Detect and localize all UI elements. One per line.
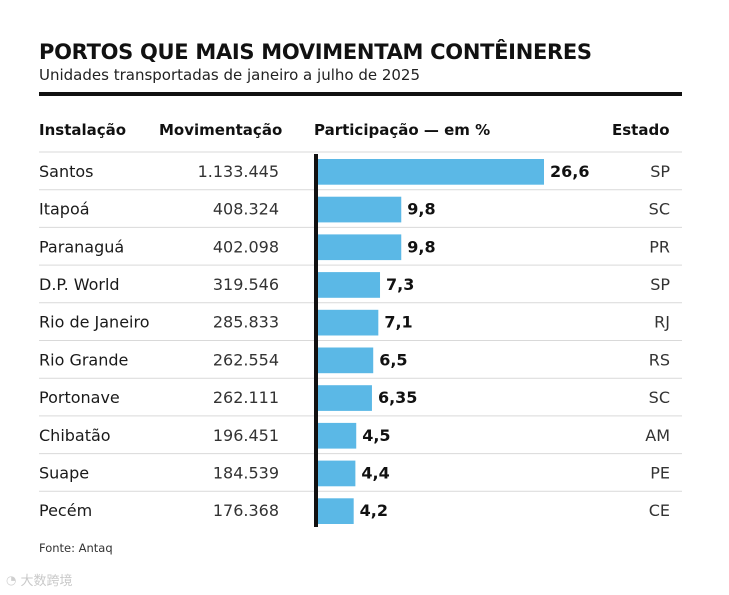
watermark: ◔ 大数跨境 [6,570,73,590]
row-movement-value: 319.546 [213,275,279,294]
share-bar [318,309,379,336]
share-value-label: 9,8 [407,200,435,219]
row-movement-value: 176.368 [213,501,279,520]
share-bar [318,422,357,449]
chart-subtitle: Unidades transportadas de janeiro a julh… [39,66,421,84]
row-state-value: AM [645,426,670,445]
column-header-share: Participação — em % [314,121,491,139]
share-bar [318,234,402,261]
share-bar [318,498,354,524]
row-installation-label: Rio Grande [39,350,128,369]
share-value-label: 7,1 [384,313,412,332]
share-value-label: 4,2 [360,501,388,520]
source-note: Fonte: Antaq [39,541,113,555]
column-header-movement: Movimentação [159,121,283,139]
row-state-value: RJ [654,313,670,332]
watermark-text: 大数跨境 [20,574,73,589]
share-bar [318,159,544,185]
share-value-label: 7,3 [386,275,414,294]
share-bar [318,385,372,411]
share-value-label: 4,5 [362,426,390,445]
row-movement-value: 262.554 [213,350,279,369]
row-state-value: PE [650,463,670,482]
share-value-label: 6,5 [379,350,407,369]
share-value-label: 6,35 [378,388,417,407]
row-installation-label: D.P. World [39,275,120,294]
row-state-value: SP [650,275,670,294]
row-movement-value: 402.098 [213,237,279,256]
watermark-icon: ◔ [6,572,17,587]
row-installation-label: Santos [39,162,94,181]
share-bar [318,196,402,223]
title-divider [39,92,682,96]
row-movement-value: 1.133.445 [198,162,279,181]
share-value-label: 26,6 [550,162,589,181]
column-header-installation: Instalação [39,121,127,139]
row-installation-label: Chibatão [39,426,111,445]
row-installation-label: Itapoá [39,200,90,219]
row-installation-label: Portonave [39,388,120,407]
row-state-value: RS [649,350,670,369]
share-bar [318,347,374,374]
share-bar [318,460,356,487]
row-movement-value: 285.833 [213,313,279,332]
row-installation-label: Pecém [39,501,92,520]
row-movement-value: 184.539 [213,463,279,482]
row-state-value: CE [649,501,670,520]
share-value-label: 9,8 [407,237,435,256]
row-movement-value: 196.451 [213,426,279,445]
row-installation-label: Rio de Janeiro [39,313,150,332]
share-value-label: 4,4 [361,463,389,482]
row-movement-value: 262.111 [213,388,279,407]
column-header-state: Estado [612,121,670,139]
chart-title: PORTOS QUE MAIS MOVIMENTAM CONTÊINERES [39,40,592,64]
row-installation-label: Paranaguá [39,237,124,256]
row-installation-label: Suape [39,463,89,482]
row-state-value: SC [649,200,670,219]
share-bar [318,272,381,298]
row-movement-value: 408.324 [213,200,279,219]
row-state-value: SP [650,162,670,181]
row-state-value: SC [649,388,670,407]
row-state-value: PR [649,237,670,256]
